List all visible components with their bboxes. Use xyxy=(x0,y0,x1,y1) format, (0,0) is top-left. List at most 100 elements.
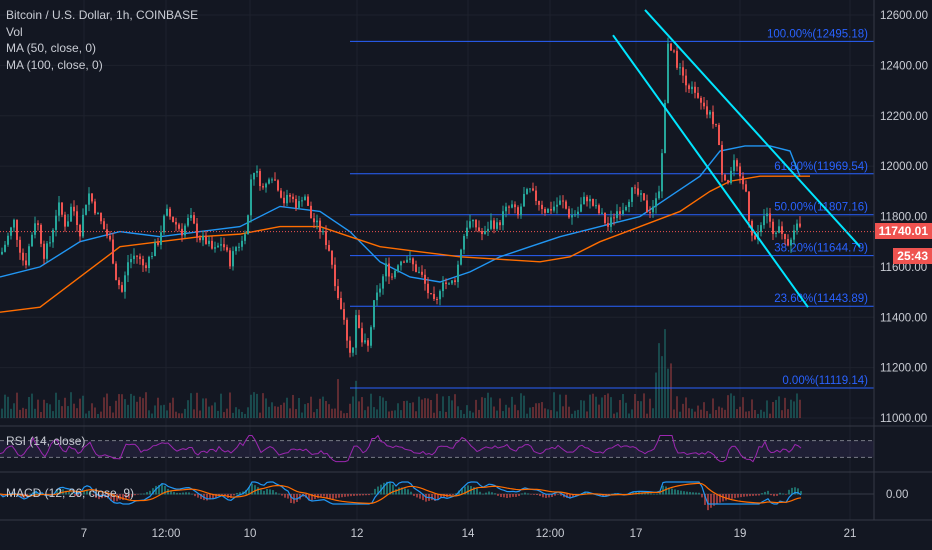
candle-body xyxy=(157,242,159,245)
volume-bar xyxy=(793,401,795,418)
candle-body xyxy=(526,189,528,194)
volume-bar xyxy=(442,396,444,418)
candle-body xyxy=(136,255,138,257)
volume-bar xyxy=(445,411,447,418)
macd-histogram-bar xyxy=(278,493,280,495)
macd-histogram-bar xyxy=(68,491,70,495)
macd-histogram-bar xyxy=(59,488,61,495)
bar-countdown: 25:43 xyxy=(893,248,932,264)
macd-histogram-bar xyxy=(797,488,799,495)
volume-bar xyxy=(271,402,273,418)
volume-bar xyxy=(592,393,594,418)
macd-histogram-bar xyxy=(779,492,781,495)
volume-bar xyxy=(403,401,405,418)
trend-channel[interactable] xyxy=(612,9,861,308)
candle-body xyxy=(406,259,408,263)
macd-histogram-bar xyxy=(788,489,790,495)
candle-body xyxy=(628,201,630,207)
candle-body xyxy=(283,197,285,204)
volume-bar xyxy=(646,413,648,418)
macd-histogram-bar xyxy=(785,494,787,495)
candle-body xyxy=(748,191,750,221)
volume-bar xyxy=(322,396,324,418)
rsi-label[interactable]: RSI (14, close) xyxy=(6,434,86,448)
price-axis-label: 12600.00 xyxy=(880,10,928,22)
candle-body xyxy=(229,250,231,267)
volume-bar xyxy=(574,410,576,418)
macd-label[interactable]: MACD (12, 26, close, 9) xyxy=(6,486,135,500)
candle-body xyxy=(262,186,264,188)
candle-body xyxy=(400,261,402,266)
candle-body xyxy=(730,170,732,184)
macd-histogram-bar xyxy=(383,482,385,495)
candle-body xyxy=(436,299,438,301)
candle-body xyxy=(760,225,762,233)
macd-histogram-bar xyxy=(452,494,454,495)
candle-body xyxy=(781,226,783,234)
candle-body xyxy=(109,235,111,240)
candle-body xyxy=(190,215,192,218)
volume-bar xyxy=(736,409,738,418)
macd-histogram-bar xyxy=(74,494,76,497)
volume-bar xyxy=(409,402,411,418)
macd-histogram-bar xyxy=(281,494,283,496)
candle-body xyxy=(28,246,30,266)
volume-bar xyxy=(529,407,531,418)
macd-histogram-bar xyxy=(761,493,763,495)
volume-bar xyxy=(247,407,249,418)
volume-bar xyxy=(553,392,555,418)
volume-bar xyxy=(58,399,60,418)
symbol-title[interactable]: Bitcoin / U.S. Dollar, 1h, COINBASE xyxy=(6,8,199,22)
volume-bar xyxy=(703,402,705,418)
candle-body xyxy=(301,200,303,202)
candle-body xyxy=(442,282,444,292)
candle-body xyxy=(280,190,282,198)
candle-body xyxy=(193,215,195,224)
candle-body xyxy=(13,219,15,228)
ma100-legend[interactable]: MA (100, close, 0) xyxy=(6,57,103,72)
macd-histogram-bar xyxy=(548,494,550,498)
volume-legend[interactable]: Vol xyxy=(6,24,23,39)
ma50-legend[interactable]: MA (50, close, 0) xyxy=(6,41,97,55)
candle-body xyxy=(151,256,153,258)
candle-body xyxy=(394,270,396,278)
candle-body xyxy=(337,286,339,299)
fibonacci-retracement[interactable]: 100.00%(12495.18)61.80%(11969.54)50.00%(… xyxy=(350,28,874,389)
candle-body xyxy=(439,291,441,300)
macd-histogram-bar xyxy=(221,494,223,495)
candle-body xyxy=(466,227,468,236)
volume-bar xyxy=(52,411,54,418)
volume-bar xyxy=(550,410,552,418)
macd-histogram-bar xyxy=(188,492,190,495)
ma50-line xyxy=(0,145,801,283)
candle-body xyxy=(169,208,171,217)
candle-body xyxy=(490,220,492,229)
macd-histogram-bar xyxy=(770,494,772,496)
volume-bar xyxy=(712,398,714,418)
candle-body xyxy=(268,179,270,184)
candle-body xyxy=(334,264,336,287)
macd-histogram-bar xyxy=(35,490,37,495)
candle-body xyxy=(70,206,72,222)
macd-histogram-bar xyxy=(89,491,91,495)
candle-body xyxy=(358,315,360,329)
volume-bar xyxy=(520,393,522,418)
macd-histogram-bar xyxy=(491,492,493,495)
macd-histogram-bar xyxy=(407,489,409,495)
time-axis-label: 14 xyxy=(462,528,475,540)
volume-bar xyxy=(796,393,798,418)
volume-bar xyxy=(484,397,486,418)
volume-bar xyxy=(706,411,708,418)
volume-bar xyxy=(109,406,111,418)
volume-bar xyxy=(412,402,414,418)
time-axis-label: 19 xyxy=(734,528,747,540)
candle-body xyxy=(361,328,363,343)
macd-histogram-bar xyxy=(503,494,505,498)
macd-histogram-bar xyxy=(176,492,178,495)
candle-body xyxy=(655,198,657,207)
macd-histogram-bar xyxy=(359,494,361,496)
volume-bar xyxy=(334,408,336,418)
volume-bar xyxy=(181,413,183,418)
candle-body xyxy=(691,86,693,90)
